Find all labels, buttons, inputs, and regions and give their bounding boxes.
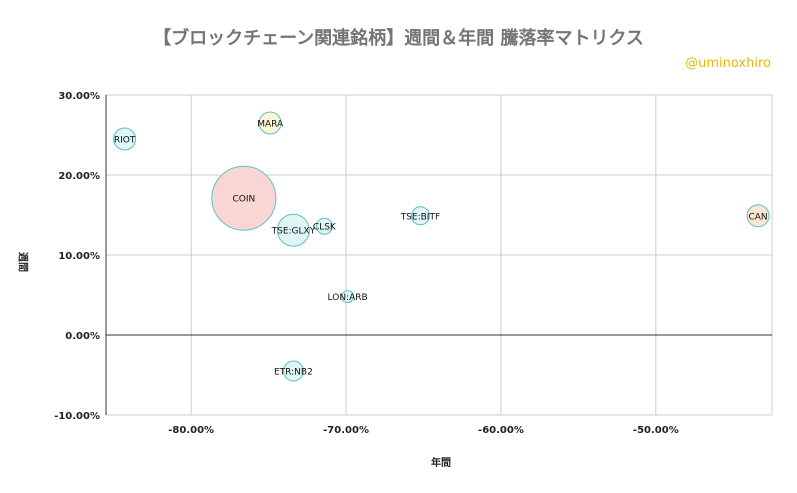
- bubble-label-can: CAN: [748, 212, 767, 222]
- bubble-etr-nb2: [282, 360, 304, 382]
- bubbles: [113, 111, 770, 382]
- x-tick-label: -50.00%: [633, 425, 679, 436]
- bubble-tse-bitf: [410, 206, 430, 226]
- bubble-label-lon-arb: LON:ARB: [328, 293, 368, 303]
- bubble-mara: [258, 111, 282, 135]
- bubble-can: [746, 204, 770, 228]
- y-tick-label: -10.00%: [54, 411, 100, 422]
- author-handle: @uminoxhiro: [685, 56, 771, 71]
- bubble-clsk: [315, 217, 333, 235]
- bubble-label-clsk: CLSK: [313, 223, 337, 233]
- y-tick-label: 10.00%: [58, 251, 100, 262]
- y-axis-label: 週間: [16, 252, 28, 272]
- bubble-label-mara: MARA: [257, 120, 284, 130]
- bubble-label-tse-glxy: TSE:GLXY: [271, 227, 316, 237]
- bubble-label-etr-nb2: ETR:NB2: [274, 368, 313, 378]
- chart-title: 【ブロックチェーン関連銘柄】週間＆年間 騰落率マトリクス: [153, 28, 644, 49]
- y-tick-label: 20.00%: [58, 171, 100, 182]
- bubble-lon-arb: [341, 290, 355, 304]
- x-tick-label: -80.00%: [168, 425, 214, 436]
- bubble-tse-glxy: [276, 213, 310, 247]
- bubble-coin: [211, 165, 277, 231]
- bubble-label-coin: COIN: [232, 195, 255, 205]
- x-tick-label: -70.00%: [323, 425, 369, 436]
- x-axis-label: 年間: [431, 458, 451, 469]
- tick-labels: 30.00% 20.00% 10.00% 0.00% -10.00% -80.00% -70…: [54, 91, 679, 436]
- bubble-riot: [113, 127, 137, 151]
- grid-lines: [106, 94, 773, 416]
- x-tick-label: -60.00%: [478, 425, 524, 436]
- bubble-label-riot: RIOT: [114, 136, 136, 146]
- y-tick-label: 0.00%: [65, 331, 100, 342]
- y-tick-label: 30.00%: [58, 91, 100, 102]
- axes: [105, 95, 772, 415]
- bubble-label-tse-bitf: TSE:BITF: [400, 212, 440, 222]
